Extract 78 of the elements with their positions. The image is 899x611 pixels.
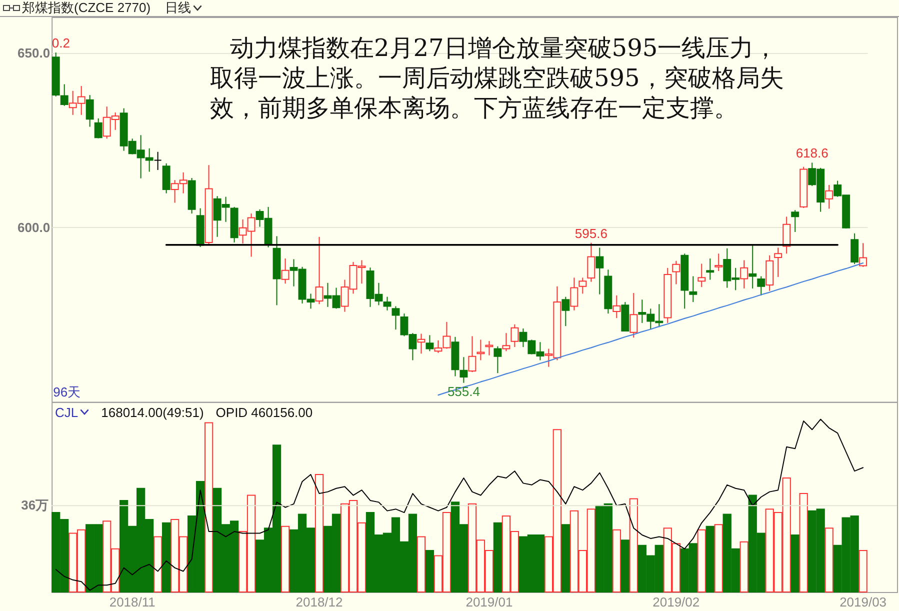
candlestick: [485, 340, 494, 356]
candlestick: [791, 210, 800, 232]
candlestick: [740, 260, 748, 289]
candlestick: [825, 184, 834, 210]
candlestick: [383, 296, 392, 311]
candlestick: [850, 232, 859, 265]
bar: [280, 526, 290, 592]
x-tick-label: 2019/03: [840, 594, 887, 610]
bar: [612, 529, 621, 592]
candlestick: [60, 84, 68, 106]
bar: [706, 526, 714, 592]
annotation: 0.2: [52, 36, 70, 51]
candlestick: [86, 94, 94, 128]
candlestick: [392, 306, 400, 330]
bar: [740, 541, 748, 592]
annotation: 168014.00(49:51): [101, 404, 204, 420]
candlestick: [94, 118, 102, 139]
annotation: 555.4: [447, 384, 480, 399]
candlestick: [774, 247, 782, 278]
bar: [425, 550, 434, 592]
candlestick: [154, 151, 162, 170]
bar: [824, 527, 834, 592]
bar: [314, 474, 324, 592]
ref-line-label: 36万: [21, 497, 49, 512]
candlestick: [706, 258, 714, 280]
candlestick: [612, 294, 621, 319]
bar: [153, 536, 162, 592]
candlestick: [476, 339, 485, 361]
candlestick: [672, 260, 680, 285]
chart-title: 郑煤指数(CZCE 2770): [22, 0, 151, 16]
chart-subtitle: 日线: [165, 0, 191, 16]
x-tick-label: 2018/12: [296, 594, 343, 610]
candlestick: [782, 216, 791, 254]
candlestick: [630, 292, 638, 338]
candlestick: [315, 236, 324, 305]
y-tick-label: 650.0: [18, 46, 50, 61]
candlestick: [570, 277, 578, 311]
candlestick: [596, 247, 604, 295]
candlestick: [587, 242, 596, 282]
bar: [790, 534, 800, 592]
candlestick: [562, 296, 570, 327]
candlestick: [748, 244, 757, 289]
candlestick: [510, 324, 519, 348]
candlestick: [502, 332, 510, 352]
chart-title: CJL: [55, 404, 78, 420]
annotation: 动力煤指数在2月27日增仓放量突破595一线压力，取得一波上涨。一周后动煤跳空跌破595，突破格局失效，前期多单保本离场。下方蓝线存在一定支撑。: [210, 33, 785, 123]
candlestick: [468, 336, 476, 373]
candlestick: [460, 356, 468, 384]
x-tick-label: 2019/01: [466, 594, 513, 610]
annotation: 595.6: [574, 226, 608, 241]
candlestick: [426, 334, 434, 352]
bar: [697, 529, 706, 592]
bar: [799, 492, 808, 592]
annotation: 618.6: [796, 146, 828, 161]
candlestick: [494, 346, 502, 374]
annotation: 96天: [53, 384, 81, 400]
x-tick-label: 2019/02: [652, 594, 700, 610]
candlestick: [281, 258, 290, 284]
bar: [493, 522, 502, 592]
candlestick: [162, 162, 170, 194]
bar: [162, 522, 171, 592]
bar: [858, 550, 868, 592]
bar: [416, 536, 426, 592]
bar: [561, 524, 570, 592]
bar: [714, 524, 723, 592]
annotation: OPID 460156.00: [216, 404, 313, 420]
candlestick: [698, 263, 706, 288]
bar: [629, 498, 638, 592]
bar: [620, 539, 630, 592]
candlestick: [417, 333, 426, 354]
candlestick: [757, 276, 766, 296]
candlestick: [714, 253, 723, 272]
bar: [204, 422, 214, 592]
candlestick: [689, 276, 698, 303]
x-tick-label: 2018/11: [109, 594, 156, 610]
candlestick: [578, 277, 587, 294]
y-tick-label: 600.0: [18, 220, 50, 235]
candlestick: [859, 242, 868, 268]
